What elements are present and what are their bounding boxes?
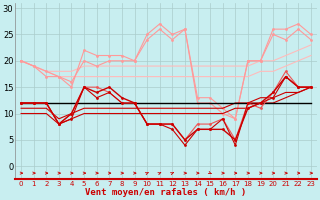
X-axis label: Vent moyen/en rafales ( km/h ): Vent moyen/en rafales ( km/h ): [85, 188, 247, 197]
